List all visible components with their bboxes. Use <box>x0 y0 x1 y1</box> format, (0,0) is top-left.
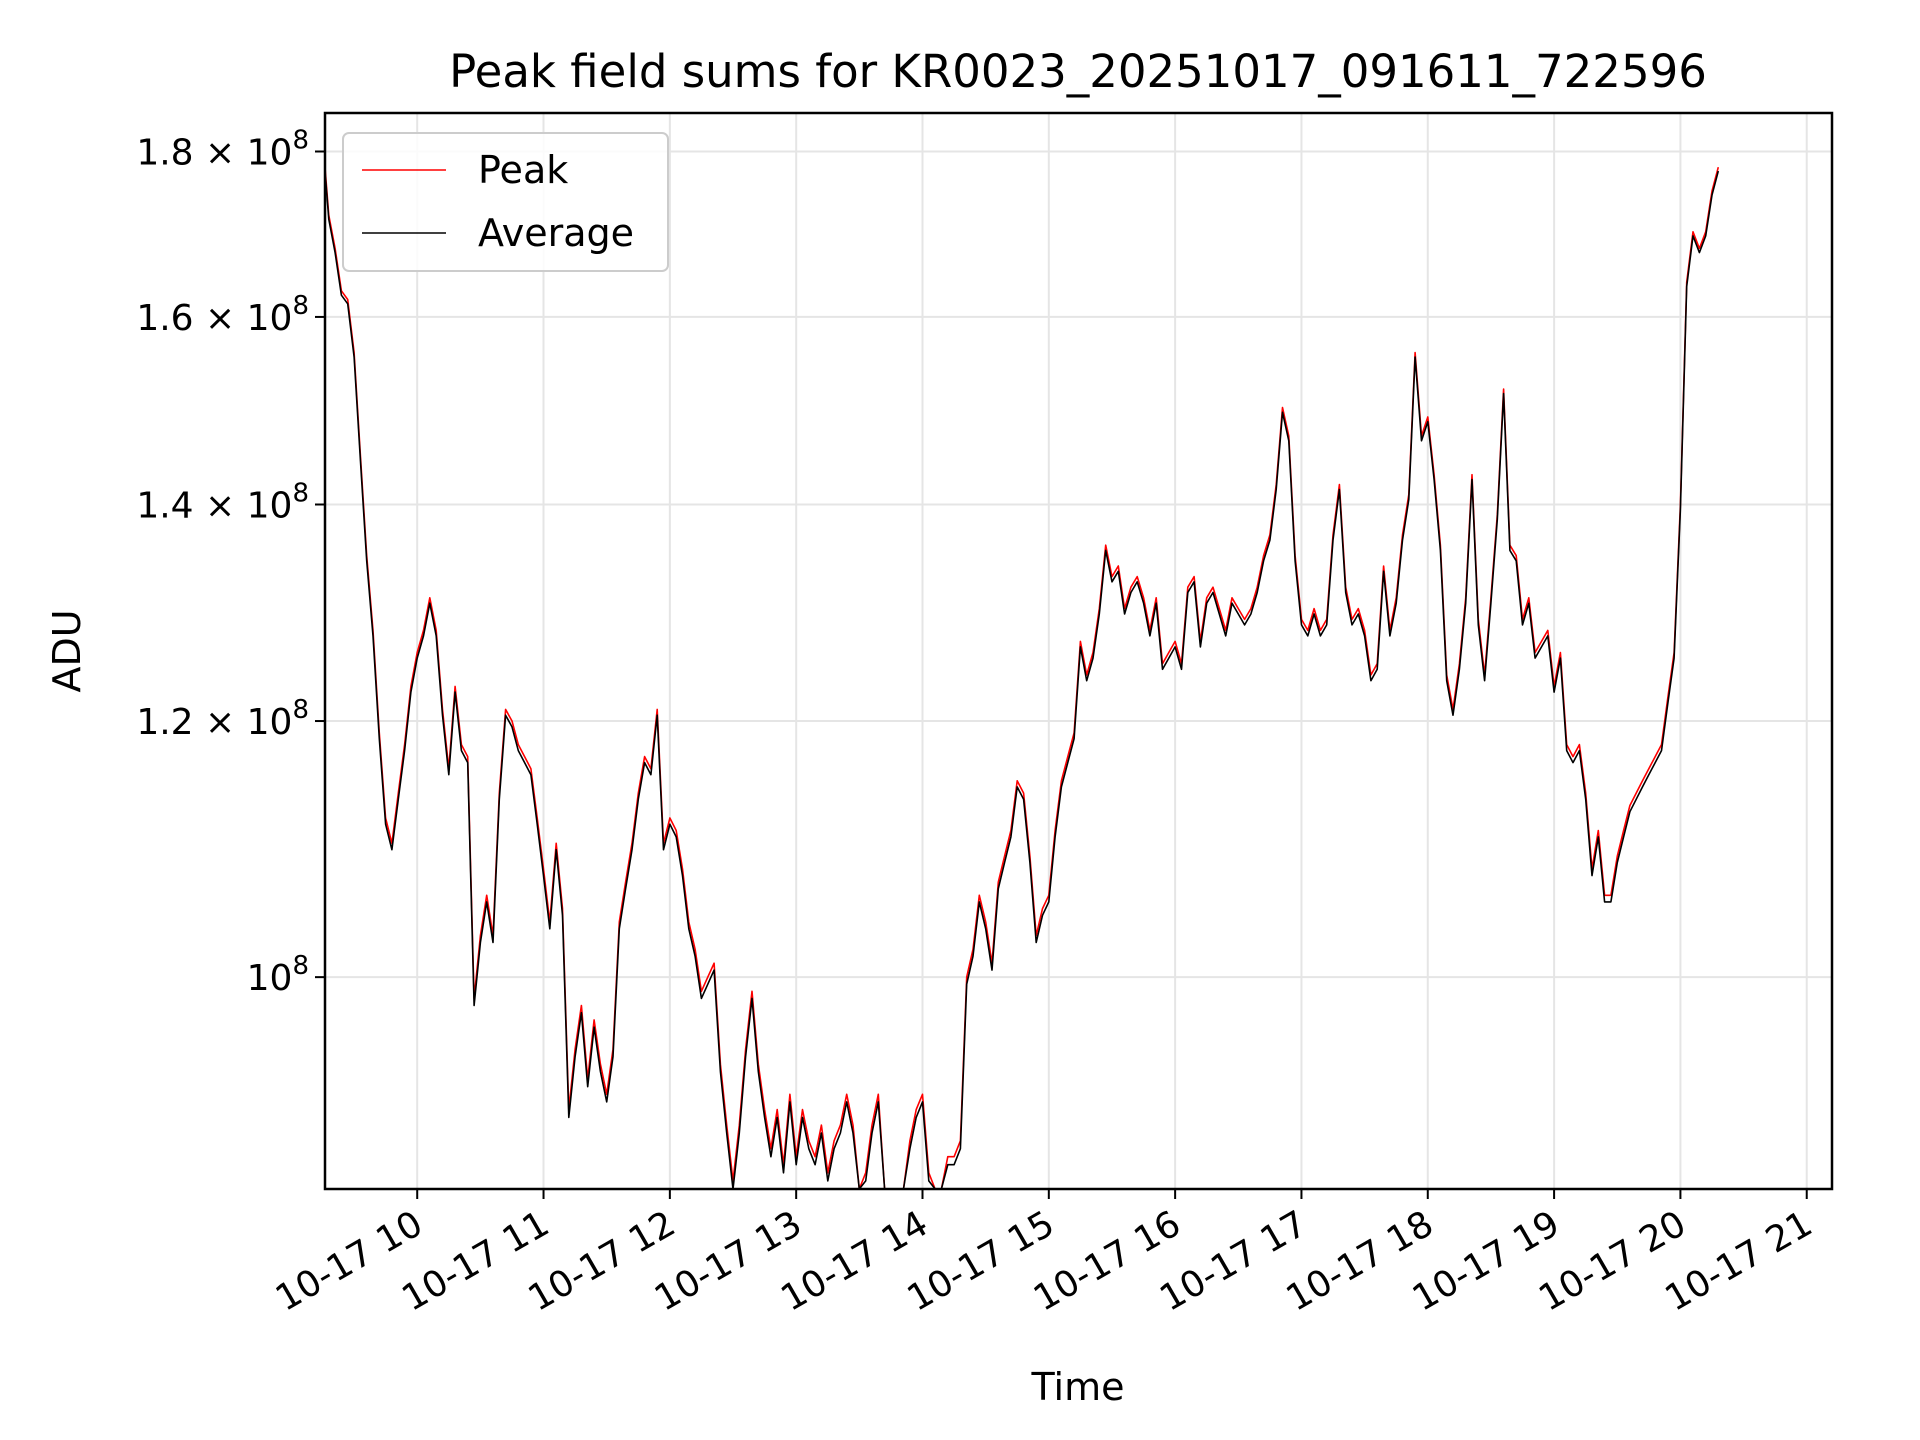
y-tick-exponent: 8 <box>292 695 309 725</box>
legend-label-peak: Peak <box>478 148 568 192</box>
series-lines <box>324 166 1720 1190</box>
legend-label-average: Average <box>478 211 634 255</box>
y-tick-mantissa: 1.4 × <box>136 486 246 527</box>
series-line-average <box>324 170 1720 1190</box>
y-tick-exponent: 8 <box>292 125 309 155</box>
y-tick-mantissa: 1.6 × <box>136 298 246 339</box>
legend: Peak Average <box>342 132 669 272</box>
grid-lines <box>325 113 1832 1189</box>
y-tick-base: 10 <box>247 486 293 527</box>
y-tick-exponent: 8 <box>292 479 309 509</box>
y-tick-label: 1.8 × 108 <box>136 125 309 173</box>
series-line-peak <box>324 166 1720 1190</box>
y-tick-label: 1.4 × 108 <box>136 479 309 527</box>
x-axis-label: Time <box>1031 1365 1125 1409</box>
y-tick-label: 1.6 × 108 <box>136 291 309 339</box>
y-tick-base: 10 <box>247 702 293 743</box>
chart-title: Peak field sums for KR0023_20251017_0916… <box>449 45 1707 98</box>
legend-box <box>342 132 669 272</box>
plot-frame <box>323 111 1834 1191</box>
y-tick-label: 1.2 × 108 <box>136 695 309 743</box>
y-axis-label: ADU <box>45 609 89 692</box>
y-tick-exponent: 8 <box>292 291 309 321</box>
y-tick-label: 108 <box>247 951 309 999</box>
y-tick-base: 10 <box>247 132 293 173</box>
y-tick-mantissa: 1.2 × <box>136 702 246 743</box>
y-tick-mantissa: 1.8 × <box>136 132 246 173</box>
y-tick-exponent: 8 <box>292 951 309 981</box>
y-tick-base: 10 <box>247 298 293 339</box>
y-tick-base: 10 <box>247 958 293 999</box>
x-tick-label: 10-17 21 <box>1659 1203 1820 1319</box>
